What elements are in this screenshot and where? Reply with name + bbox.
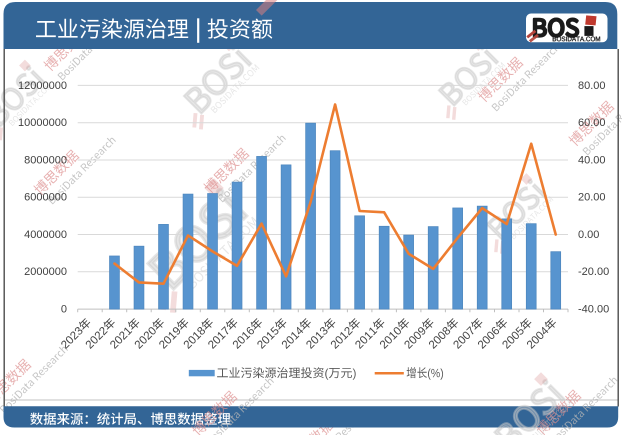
svg-text:-20.00: -20.00 [578, 266, 609, 278]
svg-text:6000000: 6000000 [24, 192, 67, 204]
svg-text:80.00: 80.00 [578, 80, 606, 92]
svg-text:8000000: 8000000 [24, 154, 67, 166]
svg-text:0.00: 0.00 [578, 229, 599, 241]
svg-text:12000000: 12000000 [18, 80, 67, 92]
svg-text:2000000: 2000000 [24, 266, 67, 278]
svg-text:20.00: 20.00 [578, 192, 606, 204]
svg-text:10000000: 10000000 [18, 117, 67, 129]
svg-text:4000000: 4000000 [24, 229, 67, 241]
svg-text:40.00: 40.00 [578, 154, 606, 166]
svg-text:-40.00: -40.00 [578, 304, 609, 316]
svg-text:0: 0 [61, 304, 67, 316]
svg-text:60.00: 60.00 [578, 117, 606, 129]
